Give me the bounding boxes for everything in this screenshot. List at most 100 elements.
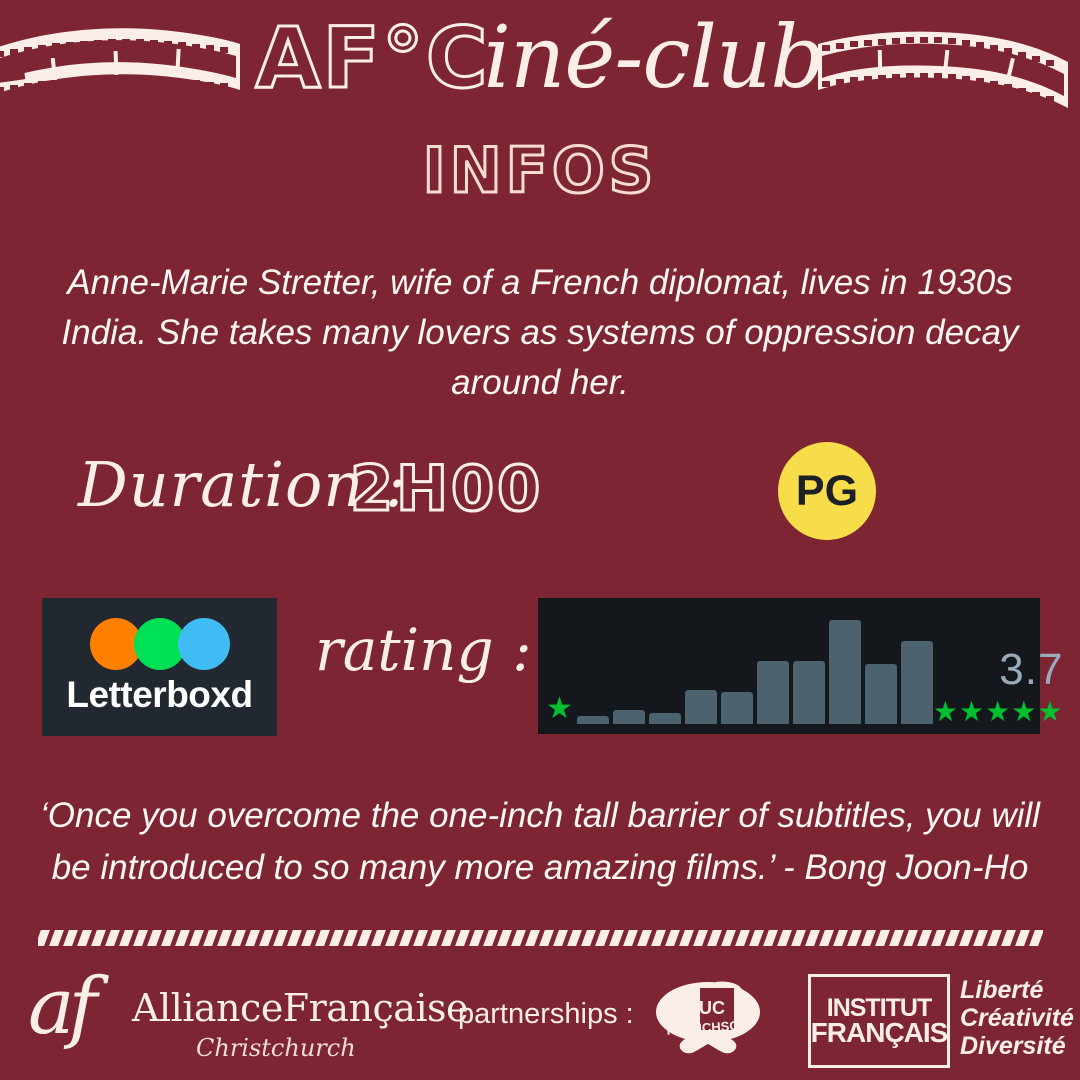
divider-dash (175, 930, 190, 946)
page-title: AF°Ciné-club (0, 8, 1080, 128)
divider-dash (819, 930, 834, 946)
divider-dash (273, 930, 288, 946)
divider-dash (931, 930, 946, 946)
divider-dash (861, 930, 876, 946)
divider-dash (343, 930, 358, 946)
divider-dash (1029, 930, 1043, 946)
pull-quote: ‘Once you overcome the one-inch tall bar… (40, 796, 1040, 887)
divider-dash (413, 930, 428, 946)
beret-moustache-icon: UC FRENCHSOC (656, 981, 760, 1054)
svg-text:UC: UC (699, 998, 725, 1018)
alliance-francaise-logo: af AllianceFrançaise Christchurch (28, 966, 469, 1076)
divider-dash (637, 930, 652, 946)
divider-dash (693, 930, 708, 946)
divider-dash (651, 930, 666, 946)
divider-dash (231, 930, 246, 946)
svg-text:FRENCHSOC: FRENCHSOC (666, 1017, 750, 1038)
film-strip-icon (818, 18, 1068, 128)
duration-row: Duration : 2H00 PG (0, 440, 1080, 560)
circle-orange-icon (89, 618, 142, 670)
divider-dash (469, 930, 484, 946)
divider-dash (357, 930, 372, 946)
divider-dash (847, 930, 862, 946)
circle-blue-icon (177, 618, 230, 670)
histogram-bar[interactable] (648, 712, 681, 724)
divider-dash (189, 930, 204, 946)
histogram-bar[interactable] (864, 663, 897, 724)
star-icon-max: ★★★★★ (932, 696, 1064, 727)
motto-line-3: Diversité (960, 1032, 1066, 1060)
divider-dash (91, 930, 106, 946)
divider-dash (497, 930, 512, 946)
divider-dash (371, 930, 386, 946)
histogram-bar[interactable] (828, 620, 861, 724)
divider-dash (707, 930, 722, 946)
histogram-bars (576, 620, 933, 724)
divider-dash (903, 930, 918, 946)
histogram-bar[interactable] (756, 660, 789, 724)
rating-label: rating : (315, 616, 532, 684)
alliance-city: Christchurch (196, 1034, 356, 1062)
divider-dash (147, 930, 162, 946)
certificate-label: PG (795, 466, 859, 515)
divider-dash (581, 930, 596, 946)
histogram-bar[interactable] (576, 715, 609, 724)
divider-dash (679, 930, 694, 946)
divider-dash (329, 930, 344, 946)
duration-value: 2H00 (348, 451, 544, 527)
divider-dash (301, 930, 316, 946)
divider-dash (763, 930, 778, 946)
histogram-bar[interactable] (900, 640, 933, 724)
histogram-bar[interactable] (792, 660, 825, 724)
divider-dash (973, 930, 988, 946)
divider-dash (777, 930, 792, 946)
divider-dash (987, 930, 1002, 946)
dashed-ribbon-divider (38, 930, 1043, 946)
average-score: 3.7 (999, 645, 1064, 694)
divider-dash (805, 930, 820, 946)
histogram-bar[interactable] (684, 689, 717, 724)
divider-dash (77, 930, 92, 946)
histogram-bar[interactable] (720, 691, 753, 724)
divider-dash (889, 930, 904, 946)
divider-dash (49, 930, 64, 946)
certificate-badge: PG (778, 442, 876, 540)
divider-dash (483, 930, 498, 946)
divider-dash (38, 930, 50, 946)
histogram-bar[interactable] (612, 710, 645, 724)
histogram-summary: 3.7 ★★★★★ (933, 648, 1064, 726)
divider-dash (133, 930, 148, 946)
divider-dash (553, 930, 568, 946)
rating-histogram: ★ 3.7 ★★★★★ (538, 598, 1062, 734)
synopsis-text: Anne-Marie Stretter, wife of a French di… (61, 263, 1019, 402)
divider-dash (1001, 930, 1016, 946)
institut-line1: INSTITUT (826, 993, 932, 1022)
letterboxd-dots (89, 618, 230, 670)
divider-dash (945, 930, 960, 946)
divider-dash (203, 930, 218, 946)
film-strip-icon (0, 18, 240, 128)
star-icon-min: ★ (546, 692, 573, 725)
divider-dash (105, 930, 120, 946)
rating-row: Letterboxd rating : ★ 3.7 ★★★★★ (0, 596, 1080, 744)
divider-dash (917, 930, 932, 946)
divider-dash (721, 930, 736, 946)
uc-frenchsoc-logo: UC FRENCHSOC (650, 970, 770, 1068)
divider-dash (735, 930, 750, 946)
divider-dash (161, 930, 176, 946)
divider-dash (511, 930, 526, 946)
divider-dash (427, 930, 442, 946)
institut-francais-logo: INSTITUT FRANÇAIS (808, 974, 950, 1068)
divider-dash (287, 930, 302, 946)
divider-dash (791, 930, 806, 946)
divider-dash (749, 930, 764, 946)
divider-dash (539, 930, 554, 946)
infos-label: INFOS (421, 133, 658, 209)
title-mono: AF°C (254, 8, 490, 109)
letterboxd-wordmark: Letterboxd (66, 674, 253, 715)
divider-dash (399, 930, 414, 946)
divider-dash (245, 930, 260, 946)
divider-dash (315, 930, 330, 946)
poster-footer: af AllianceFrançaise Christchurch partne… (0, 958, 1080, 1080)
title-script: iné-club (483, 8, 826, 108)
